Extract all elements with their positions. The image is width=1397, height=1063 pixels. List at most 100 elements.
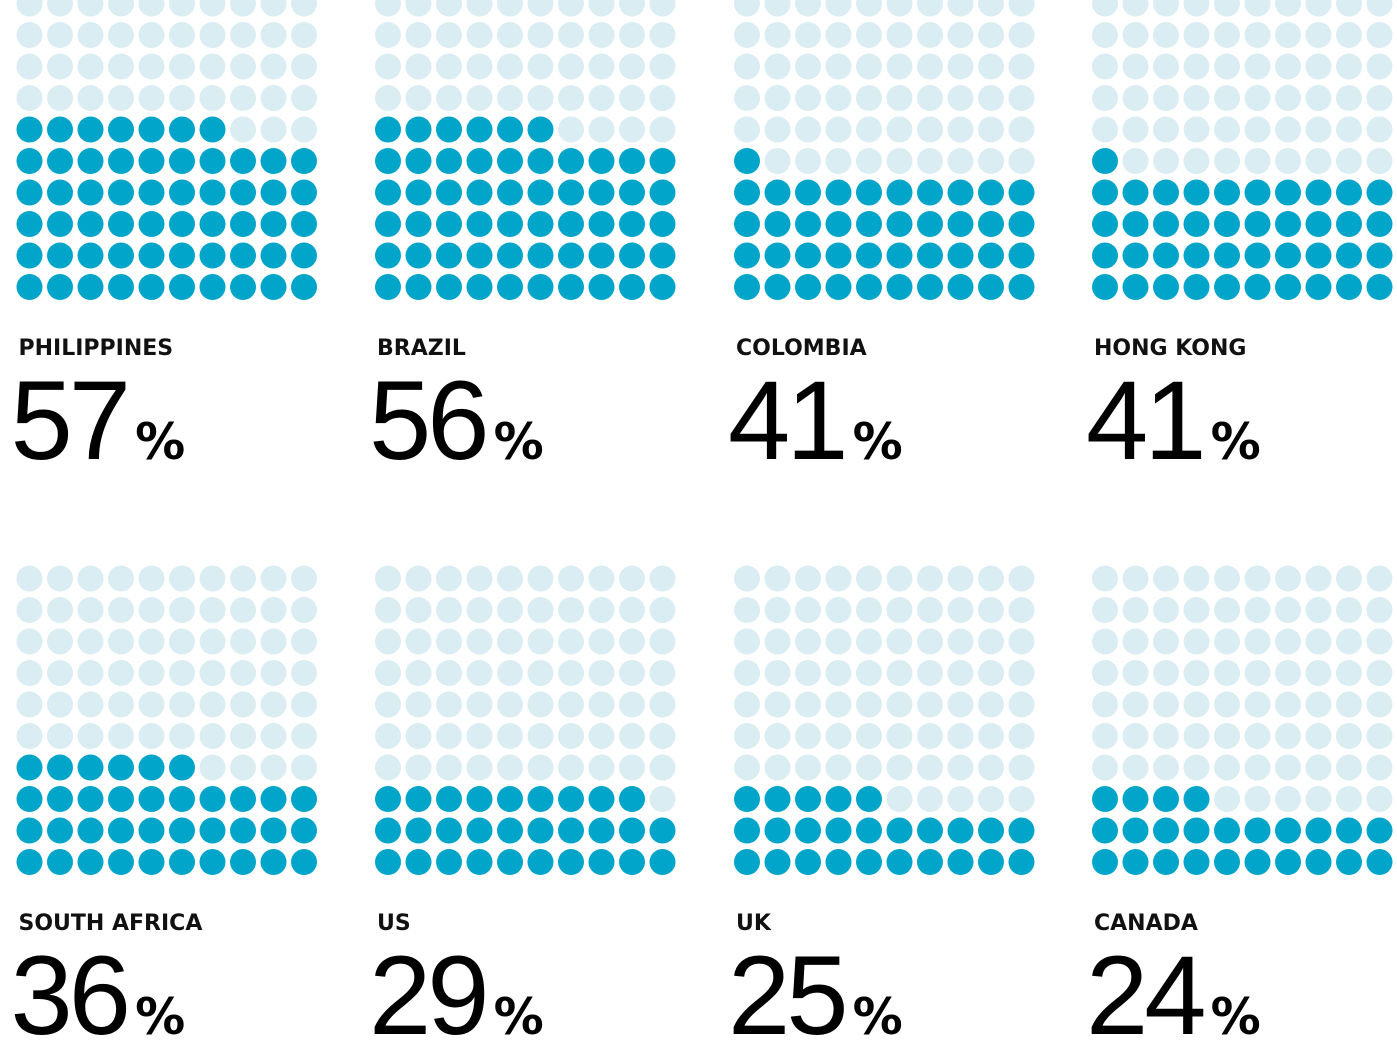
empty-dot [825,723,852,749]
empty-dot [497,22,523,48]
empty-dot [795,22,821,48]
filled-dot [619,179,645,206]
filled-dot [1244,211,1271,237]
empty-dot [1275,0,1301,17]
empty-dot [497,660,523,686]
country-label: BRAZIL [377,336,466,361]
empty-dot [199,691,226,718]
empty-dot [917,53,943,80]
empty-dot [734,597,760,623]
empty-dot [856,0,882,17]
empty-dot [856,148,882,174]
filled-dot [77,849,104,875]
empty-dot [1153,691,1179,718]
empty-dot [588,628,615,655]
percent-label: 25% [728,933,903,1058]
empty-dot [1336,660,1362,686]
filled-dot [375,148,401,174]
empty-dot [825,691,852,718]
empty-dot [108,628,134,655]
empty-dot [825,754,852,781]
filled-dot [1244,242,1271,269]
empty-dot [558,85,584,111]
filled-dot [527,116,554,143]
filled-dot [405,116,432,143]
filled-dot [199,849,226,875]
filled-dot [199,148,226,174]
empty-dot [199,0,226,17]
empty-dot [169,22,195,48]
filled-dot [527,849,554,875]
empty-dot [856,754,882,781]
filled-dot [138,242,165,269]
empty-dot [1214,0,1240,17]
filled-dot [375,817,401,844]
filled-dot [947,817,974,844]
empty-dot [856,628,882,655]
filled-dot [466,179,493,206]
empty-dot [734,0,760,17]
empty-dot [978,691,1004,718]
filled-dot [1183,211,1210,237]
filled-dot [947,242,974,269]
empty-dot [1275,691,1301,718]
empty-dot [558,22,584,48]
empty-dot [260,723,287,749]
empty-dot [1092,628,1118,655]
percent-label: 56% [369,358,544,483]
filled-dot [291,242,317,269]
filled-dot [1275,242,1301,269]
empty-dot [77,22,104,48]
filled-dot [436,817,462,844]
empty-dot [917,786,943,812]
filled-dot [230,179,256,206]
empty-dot [436,22,462,48]
filled-dot [1366,179,1393,206]
filled-dot [588,849,615,875]
empty-dot [1214,723,1240,749]
empty-dot [375,85,401,111]
empty-dot [1305,597,1332,623]
filled-dot [497,116,523,143]
empty-dot [1305,148,1332,174]
filled-dot [47,116,73,143]
filled-dot [619,786,645,812]
empty-dot [649,53,676,80]
filled-dot [47,786,73,812]
empty-dot [619,565,645,592]
filled-dot [1275,179,1301,206]
filled-dot [1336,817,1362,844]
empty-dot [260,597,287,623]
filled-dot [917,849,943,875]
empty-dot [527,660,554,686]
empty-dot [1275,22,1301,48]
empty-dot [1153,754,1179,781]
filled-dot [291,817,317,844]
filled-dot [466,242,493,269]
empty-dot [947,53,974,80]
empty-dot [825,22,852,48]
empty-dot [649,85,676,111]
empty-dot [169,691,195,718]
empty-dot [138,660,165,686]
filled-dot [230,148,256,174]
empty-dot [825,0,852,17]
filled-dot [16,817,43,844]
empty-dot [291,597,317,623]
empty-dot [588,754,615,781]
percent-unit: % [853,988,903,1046]
empty-dot [1244,22,1271,48]
empty-dot [1336,723,1362,749]
filled-dot [527,786,554,812]
empty-dot [466,0,493,17]
empty-dot [764,85,791,111]
empty-dot [1008,53,1035,80]
filled-dot [47,242,73,269]
empty-dot [291,723,317,749]
filled-dot [917,179,943,206]
filled-dot [1305,242,1332,269]
filled-dot [497,817,523,844]
percent-value: 56 [369,358,486,483]
empty-dot [856,53,882,80]
